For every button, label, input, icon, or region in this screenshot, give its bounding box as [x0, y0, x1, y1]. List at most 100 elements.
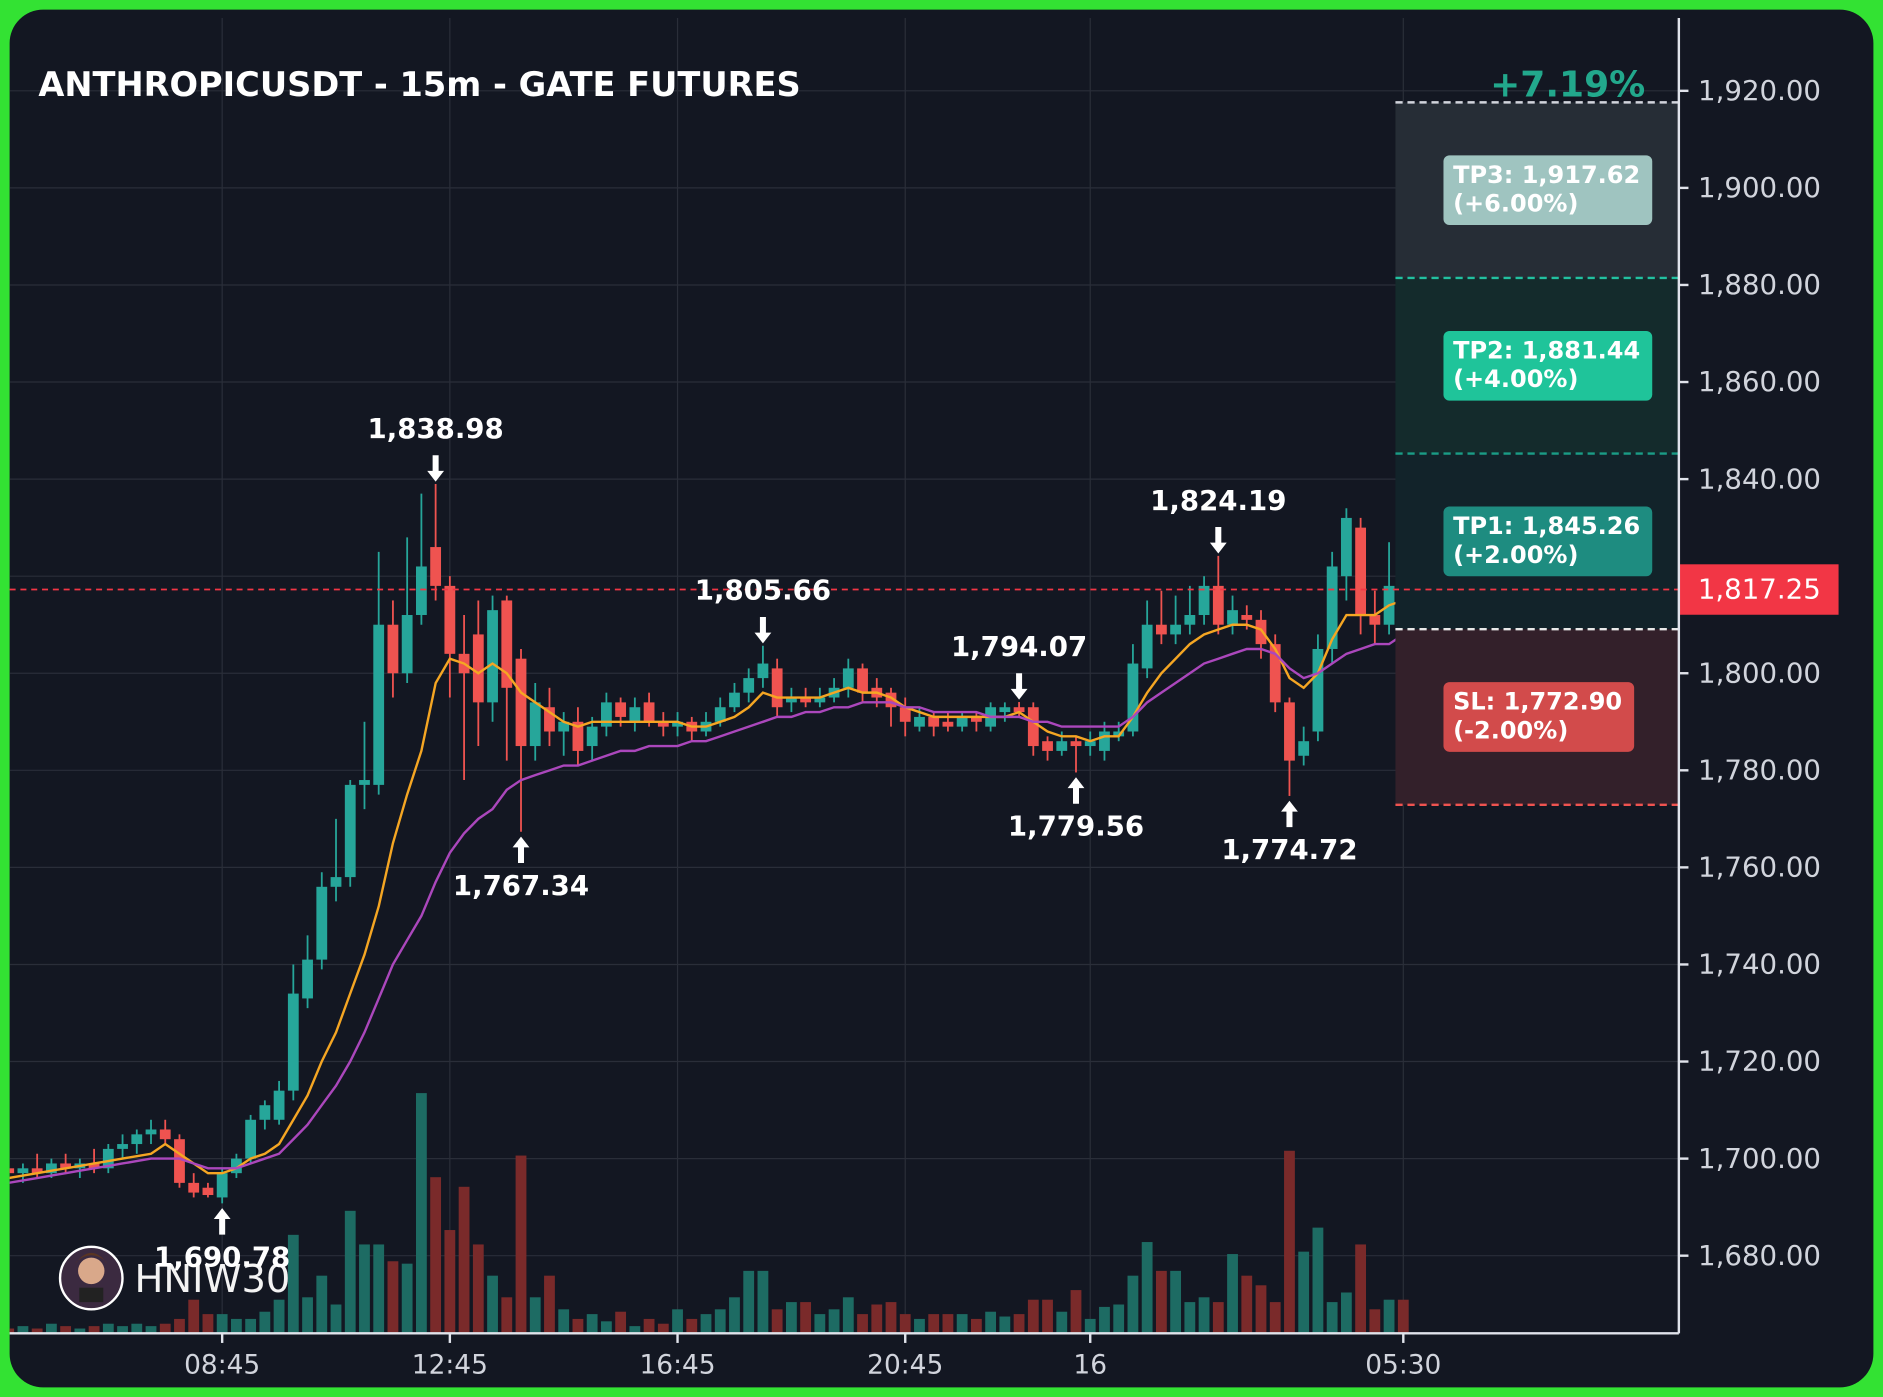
- candle-body: [1084, 741, 1096, 747]
- y-tick-label: 1,900.00: [1698, 171, 1821, 204]
- annotation-arrow: [754, 616, 772, 644]
- volume-bar: [1326, 1302, 1338, 1334]
- volume-bar: [1369, 1309, 1381, 1334]
- candle-body: [771, 668, 783, 708]
- level-change: (+6.00%): [1453, 190, 1578, 218]
- volume-bar: [672, 1309, 683, 1334]
- candle-body: [45, 1163, 57, 1174]
- candle-body: [273, 1090, 285, 1120]
- avatar-hair: [72, 1252, 111, 1269]
- candle-body: [174, 1139, 185, 1183]
- volume-bar: [643, 1318, 655, 1334]
- annotation-label: 1,779.56: [1008, 810, 1144, 843]
- volume-bar: [757, 1270, 769, 1334]
- candle-body: [344, 784, 356, 878]
- candle-body: [287, 993, 299, 1091]
- volume-bar: [1198, 1297, 1210, 1334]
- candle-body: [1155, 624, 1167, 635]
- avatar-face: [78, 1257, 105, 1285]
- candle-body: [501, 600, 513, 688]
- candle-body: [230, 1158, 242, 1174]
- candle-body: [9, 1168, 15, 1174]
- volume-bar: [245, 1318, 257, 1334]
- volume-bar: [1141, 1242, 1153, 1334]
- volume-bar: [472, 1244, 484, 1334]
- candle-body: [1255, 619, 1267, 645]
- y-tick-label: 1,880.00: [1698, 268, 1821, 301]
- volume-bar: [956, 1314, 968, 1334]
- level-change: (+4.00%): [1453, 365, 1578, 393]
- volume-bar: [828, 1309, 840, 1334]
- volume-bar: [273, 1299, 285, 1334]
- volume-bar: [1184, 1302, 1196, 1334]
- volume-bar: [970, 1318, 982, 1334]
- candle-body: [970, 716, 982, 722]
- annotation-label: 1,774.72: [1221, 833, 1357, 866]
- last-price-label: 1,817.25: [1698, 573, 1821, 606]
- volume-bar: [515, 1155, 527, 1334]
- candle-body: [757, 663, 769, 679]
- candle-body: [216, 1173, 228, 1198]
- candle-body: [60, 1163, 72, 1169]
- level-label: TP2: 1,881.44: [1453, 336, 1640, 364]
- volume-bar: [771, 1309, 783, 1334]
- volume-bar: [373, 1244, 385, 1334]
- volume-bar: [359, 1244, 370, 1334]
- volume-bar: [387, 1261, 399, 1334]
- volume-bar: [857, 1314, 868, 1334]
- y-tick-label: 1,920.00: [1698, 74, 1821, 107]
- candle-body: [1113, 731, 1125, 737]
- candle-body: [1198, 585, 1210, 616]
- candle-body: [600, 702, 612, 727]
- volume-bar: [1070, 1290, 1082, 1334]
- volume-bar: [785, 1302, 797, 1334]
- volume-bar: [74, 1328, 86, 1334]
- candle-body: [1241, 615, 1253, 620]
- volume-bar: [1099, 1306, 1110, 1334]
- candle-body: [1141, 624, 1153, 669]
- candle-body: [914, 716, 925, 727]
- volume-bar: [330, 1304, 342, 1334]
- y-tick-label: 1,680.00: [1698, 1239, 1821, 1272]
- volume-bar: [202, 1314, 214, 1334]
- volume-bar: [985, 1311, 997, 1334]
- annotation-label: 1,690.78: [154, 1241, 290, 1274]
- volume-bar: [1355, 1244, 1367, 1334]
- candle-body: [729, 692, 740, 708]
- volume-bar: [572, 1318, 584, 1334]
- candle-body: [188, 1182, 200, 1193]
- candle-body: [714, 707, 726, 722]
- candle-body: [615, 702, 627, 717]
- level-box: [1443, 682, 1635, 752]
- volume-bar: [871, 1304, 883, 1334]
- candle-body: [1298, 741, 1310, 756]
- level-box: [1443, 330, 1653, 401]
- volume-bar: [1127, 1275, 1139, 1334]
- last-price-box: [1678, 564, 1839, 615]
- y-tick-label: 1,720.00: [1698, 1045, 1821, 1078]
- annotation-arrow: [1281, 800, 1298, 828]
- volume-bar: [942, 1314, 954, 1334]
- volume-bar: [17, 1326, 29, 1334]
- x-tick-label: 16:45: [639, 1349, 715, 1380]
- level-label: TP1: 1,845.26: [1453, 512, 1640, 540]
- candle-body: [629, 707, 641, 722]
- chart-title: ANTHROPICUSDT - 15m - GATE FUTURES: [38, 65, 800, 104]
- x-tick-label: 12:45: [412, 1349, 488, 1380]
- volume-bar: [45, 1323, 57, 1334]
- annotation-label: 1,794.07: [951, 630, 1087, 663]
- candle-body: [572, 721, 584, 751]
- volume-bar: [188, 1299, 200, 1334]
- volume-bar: [544, 1275, 555, 1334]
- annotation-arrow: [512, 836, 530, 863]
- volume-bar: [60, 1326, 72, 1334]
- volume-bar: [88, 1326, 100, 1334]
- volume-bar: [501, 1297, 513, 1334]
- annotation-label: 1,824.19: [1150, 484, 1286, 517]
- annotation-arrow: [427, 455, 445, 482]
- volume-bar: [586, 1314, 598, 1334]
- volume-bar: [344, 1210, 356, 1334]
- volume-bar: [899, 1314, 911, 1334]
- candle-body: [401, 615, 413, 674]
- candle-body: [131, 1134, 143, 1145]
